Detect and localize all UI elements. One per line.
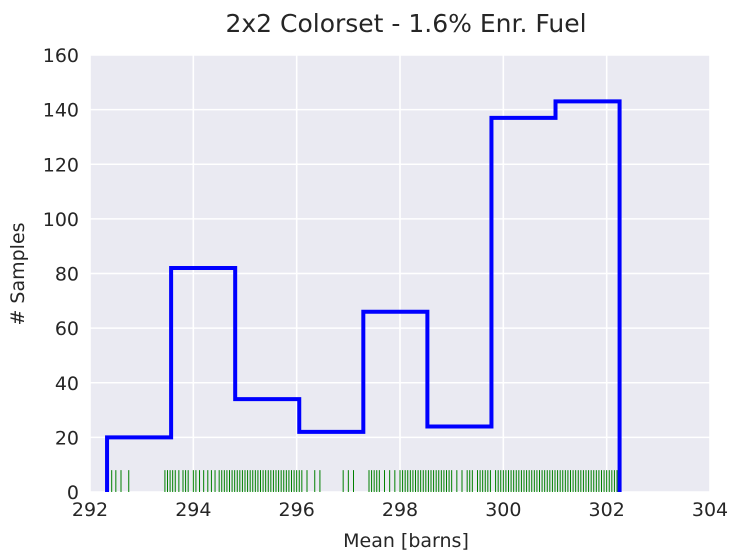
y-tick-label: 100 bbox=[43, 209, 79, 231]
x-tick-labels: 292 294 296 298 300 302 304 bbox=[72, 499, 728, 521]
x-tick-label: 296 bbox=[279, 499, 315, 521]
y-tick-label: 160 bbox=[43, 45, 79, 67]
y-tick-label: 0 bbox=[67, 482, 79, 504]
x-tick-label: 300 bbox=[485, 499, 521, 521]
y-axis-label: # Samples bbox=[7, 222, 29, 325]
x-axis-label: Mean [barns] bbox=[343, 530, 469, 552]
y-tick-label: 20 bbox=[55, 427, 79, 449]
y-tick-label: 120 bbox=[43, 154, 79, 176]
x-tick-label: 294 bbox=[175, 499, 211, 521]
y-tick-labels: 0 20 40 60 80 100 120 140 160 bbox=[43, 45, 79, 504]
x-tick-label: 304 bbox=[692, 499, 728, 521]
y-tick-label: 40 bbox=[55, 373, 79, 395]
rug-marks bbox=[107, 470, 621, 492]
y-tick-label: 60 bbox=[55, 318, 79, 340]
histogram-outline bbox=[105, 99, 622, 492]
y-tick-label: 140 bbox=[43, 100, 79, 122]
chart-title: 2x2 Colorset - 1.6% Enr. Fuel bbox=[225, 9, 586, 38]
x-tick-label: 292 bbox=[72, 499, 108, 521]
x-tick-label: 298 bbox=[382, 499, 418, 521]
y-tick-label: 80 bbox=[55, 264, 79, 286]
x-tick-label: 302 bbox=[589, 499, 625, 521]
